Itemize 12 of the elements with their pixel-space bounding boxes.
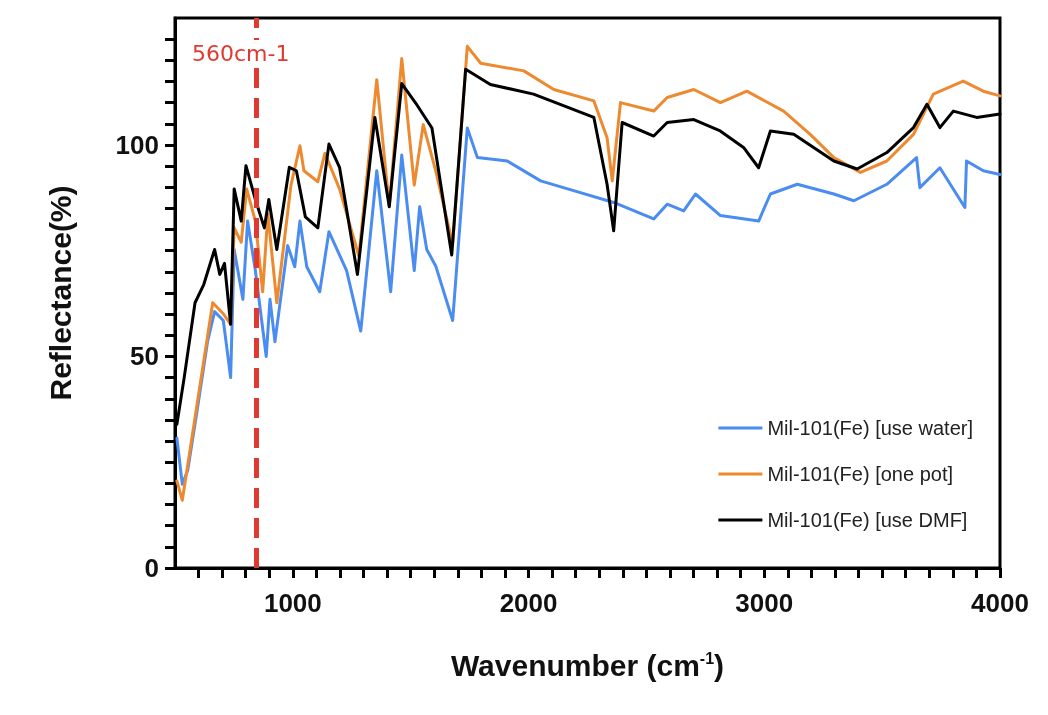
x-tick-label: 4000 <box>971 588 1029 618</box>
legend-label: Mil-101(Fe) [one pot] <box>767 463 954 485</box>
ref-line-label: 560cm-1 <box>192 40 290 66</box>
y-tick-label: 0 <box>144 553 159 583</box>
x-tick-label: 3000 <box>735 588 794 618</box>
x-tick-label: 1000 <box>263 588 322 618</box>
legend-label: Mil-101(Fe) [use water] <box>767 417 974 439</box>
y-tick-label: 100 <box>115 129 159 160</box>
y-tick-label: 50 <box>130 341 159 372</box>
y-axis-title: Reflectance(%) <box>43 185 77 401</box>
x-tick-label: 2000 <box>499 588 558 618</box>
legend-label: Mil-101(Fe) [use DMF] <box>767 509 968 531</box>
